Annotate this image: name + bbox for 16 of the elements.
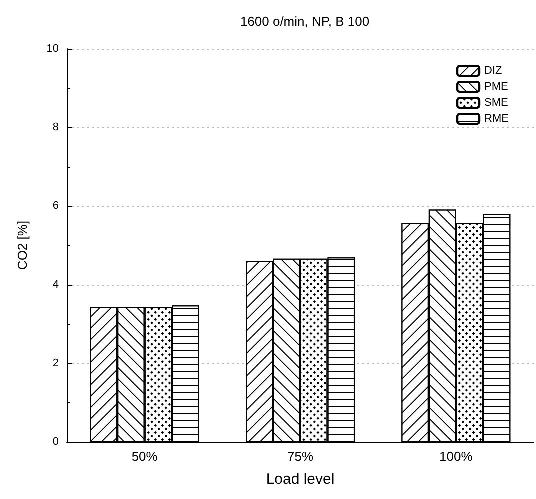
chart-title: 1600 o/min, NP, B 100 [240,14,370,29]
y-tick-label: 0 [52,436,59,448]
legend-label: PME [484,81,508,93]
y-tick-label: 4 [52,278,59,291]
y-tick-label: 10 [46,43,59,55]
x-tick-label: 100% [440,449,474,464]
x-axis-title: Load level [266,471,335,488]
x-tick-label: 50% [132,449,158,464]
legend-label: DIZ [484,65,503,77]
legend-label: SME [484,97,508,109]
y-tick-label: 8 [52,122,59,134]
y-tick-label: 2 [52,357,59,370]
y-axis-title: CO2 [%] [15,220,30,270]
y-tick-label: 6 [52,200,59,212]
legend-label: RME [484,113,510,125]
x-tick-label: 75% [287,449,314,464]
